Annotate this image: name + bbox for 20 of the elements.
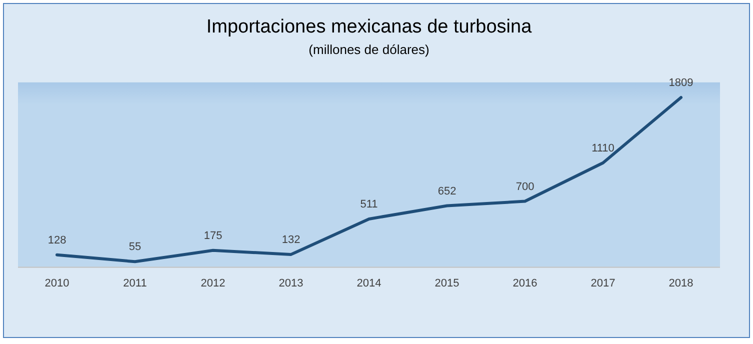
x-tick-label: 2010 [44, 277, 70, 290]
data-label: 1809 [668, 77, 694, 89]
x-tick-label: 2016 [512, 277, 538, 290]
x-tick-label: 2015 [434, 277, 460, 290]
x-tick-label: 2014 [356, 277, 382, 290]
data-label: 175 [204, 230, 222, 242]
x-tick-label: 2018 [668, 277, 694, 290]
x-tick-label: 2012 [200, 277, 226, 290]
data-label: 128 [48, 234, 66, 246]
data-label: 700 [516, 180, 534, 193]
chart-title: Importaciones mexicanas de turbosina [206, 16, 532, 38]
data-label: 132 [282, 234, 300, 246]
data-label: 1110 [592, 142, 614, 154]
data-label: 652 [438, 185, 456, 198]
x-tick-label: 2013 [278, 277, 304, 290]
x-tick-label: 2017 [590, 277, 616, 290]
chart-subtitle: (millones de dólares) [308, 42, 430, 58]
data-label: 55 [128, 241, 142, 254]
data-label: 511 [360, 198, 378, 210]
x-tick-label: 2011 [123, 277, 147, 290]
